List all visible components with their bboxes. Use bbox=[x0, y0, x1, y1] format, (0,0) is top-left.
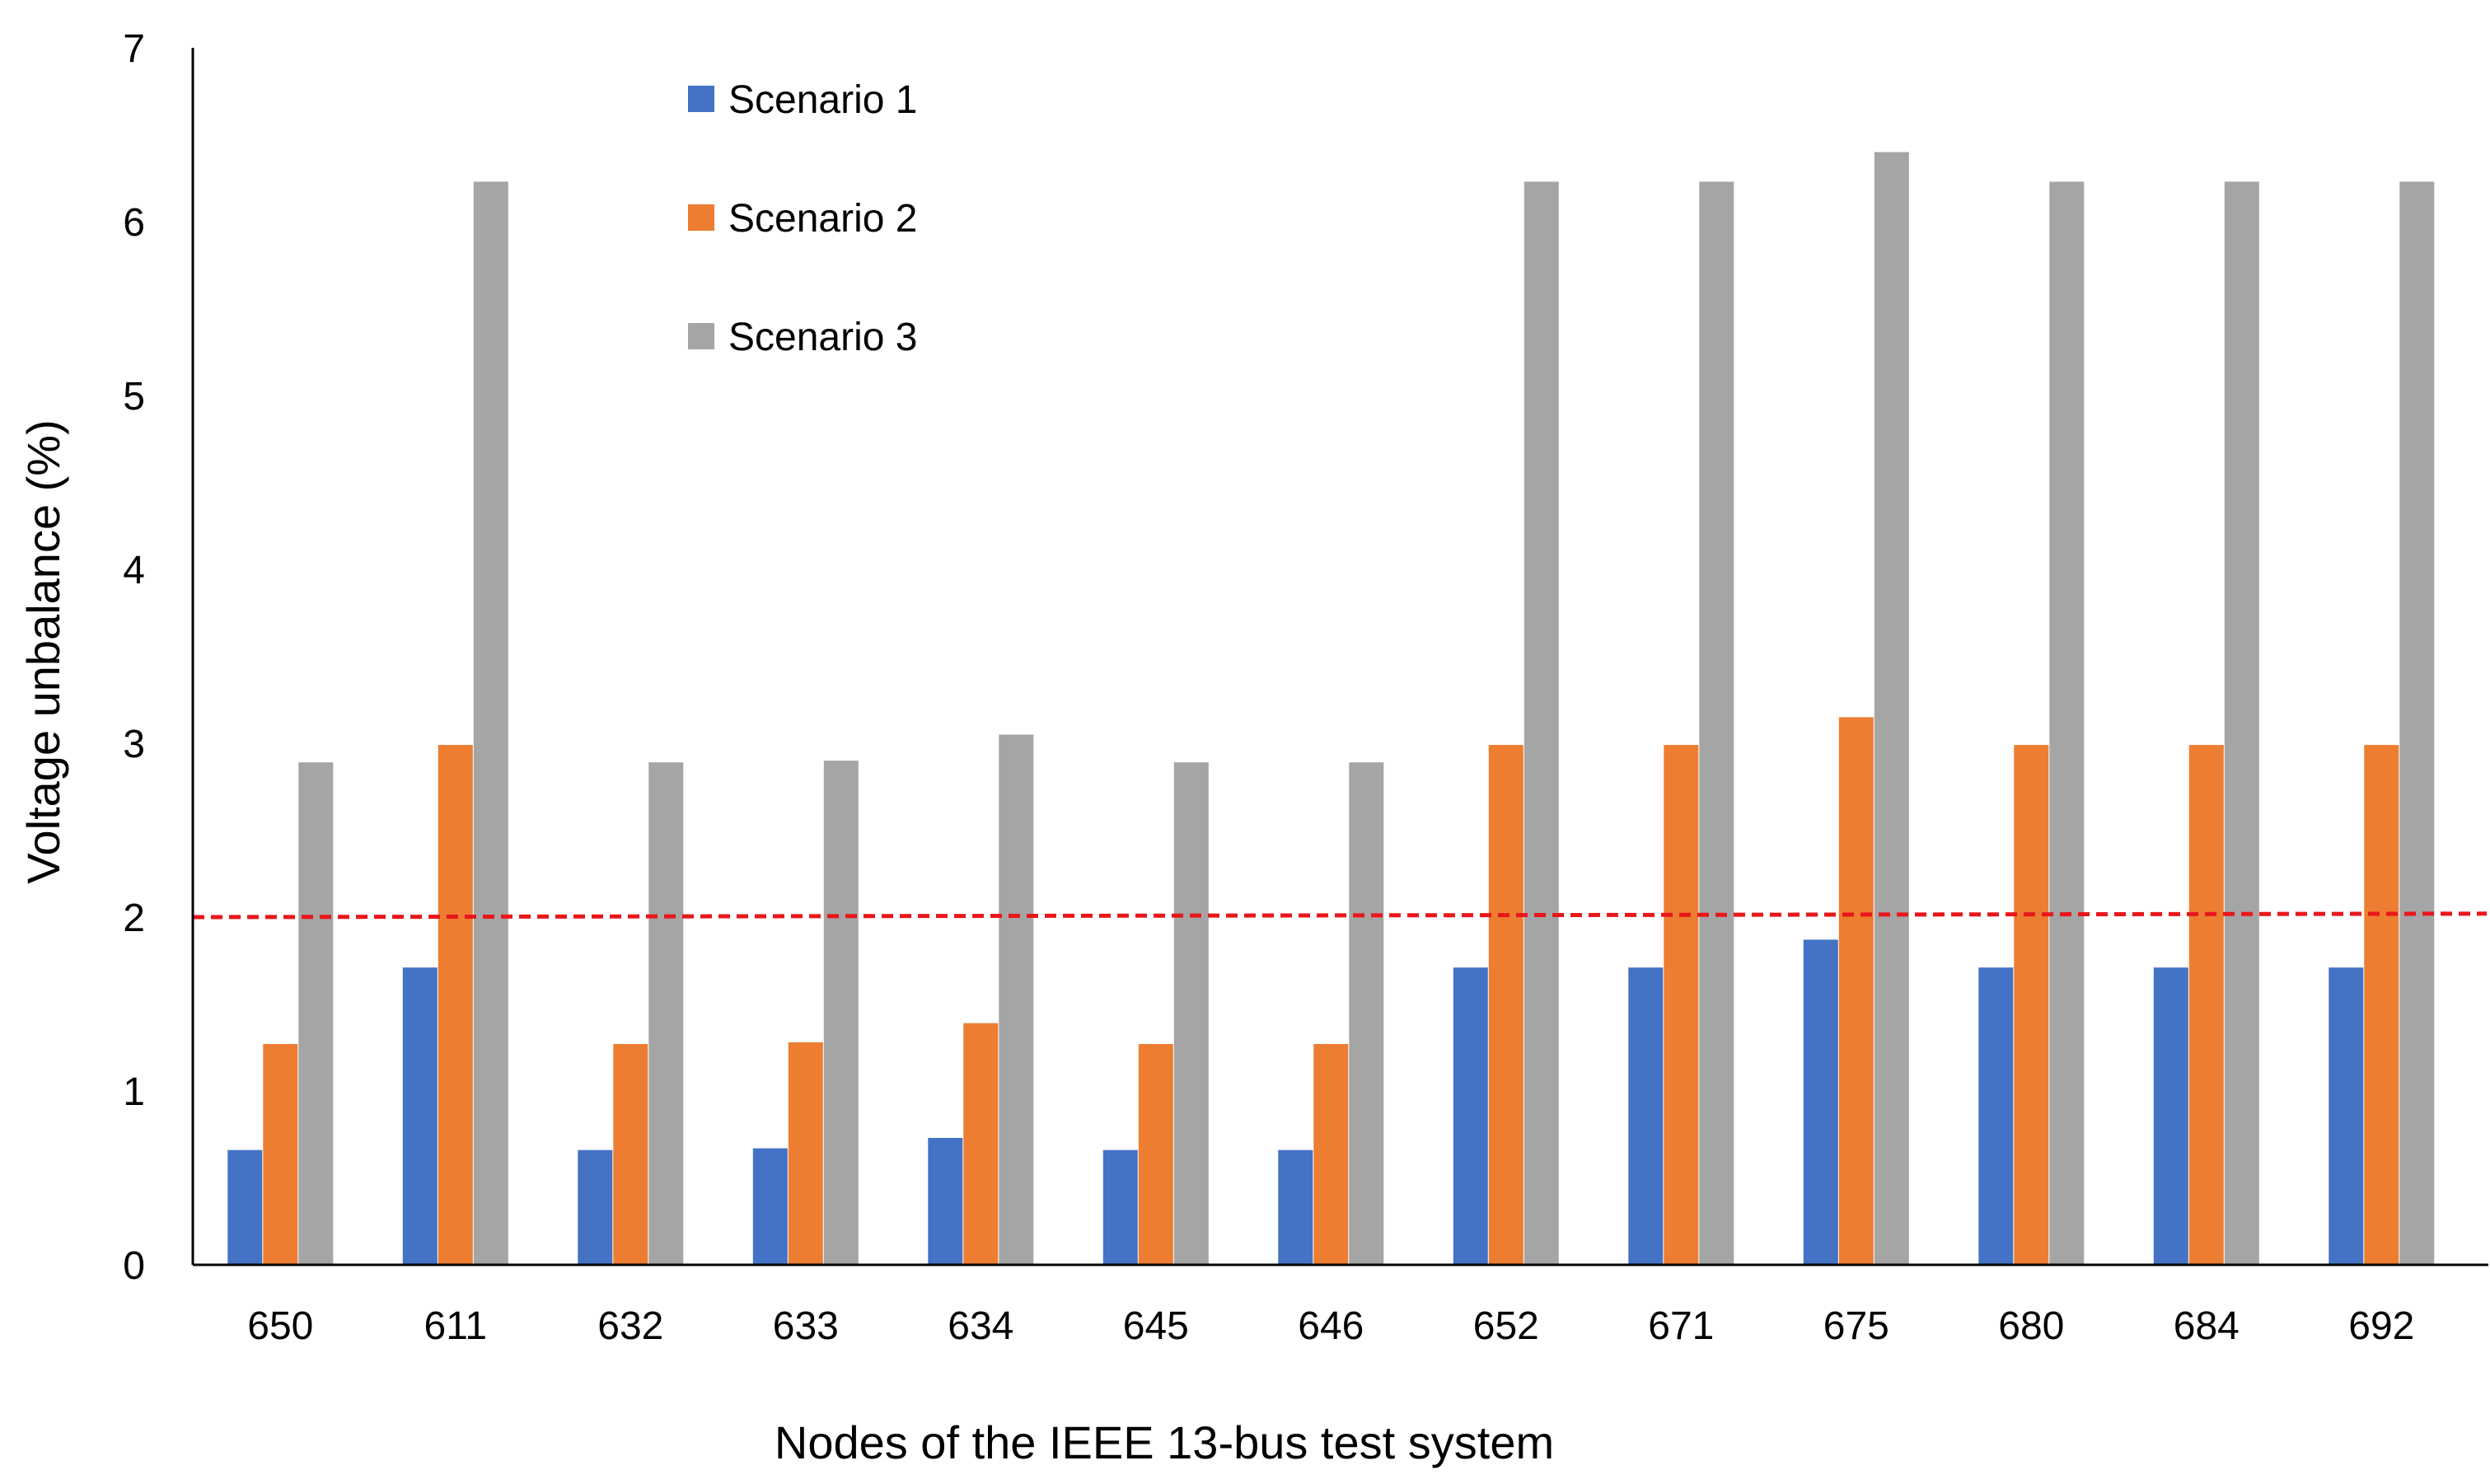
bar-scenario-1-node-692 bbox=[2329, 967, 2364, 1265]
bar-scenario-2-node-692 bbox=[2364, 745, 2399, 1265]
bar-scenario-2-node-632 bbox=[613, 1044, 648, 1265]
x-tick-label-650: 650 bbox=[247, 1304, 313, 1348]
y-tick-label: 7 bbox=[123, 27, 145, 71]
y-tick-label: 6 bbox=[123, 201, 145, 245]
x-tick-labels: 650 611 632 633 634 645 646 652 671 675 680 684 692 bbox=[247, 1304, 2414, 1348]
x-tick-label-684: 684 bbox=[2174, 1304, 2240, 1348]
bar-scenario-3-node-680 bbox=[2049, 181, 2085, 1265]
x-tick-label-646: 646 bbox=[1298, 1304, 1364, 1348]
bar-scenario-2-node-684 bbox=[2188, 745, 2224, 1265]
x-tick-label-611: 611 bbox=[424, 1304, 488, 1348]
bar-scenario-3-node-652 bbox=[1523, 181, 1559, 1265]
x-tick-label-634: 634 bbox=[948, 1304, 1013, 1348]
reference-line-layer bbox=[192, 911, 2488, 920]
bar-scenario-1-node-645 bbox=[1102, 1149, 1138, 1265]
y-tick-labels: 0 1 2 3 4 5 6 7 bbox=[123, 27, 145, 1288]
legend-swatch-scenario-1 bbox=[688, 86, 714, 112]
reference-line bbox=[192, 911, 2488, 920]
bar-scenario-2-node-645 bbox=[1138, 1044, 1173, 1265]
legend-swatch-scenario-3 bbox=[688, 323, 714, 349]
bar-scenario-3-node-692 bbox=[2399, 181, 2435, 1265]
x-tick-label-632: 632 bbox=[597, 1304, 663, 1348]
bar-scenario-1-node-671 bbox=[1628, 967, 1664, 1265]
y-tick-label: 3 bbox=[123, 723, 145, 766]
bar-scenario-2-node-634 bbox=[963, 1023, 999, 1265]
x-tick-label-645: 645 bbox=[1123, 1304, 1189, 1348]
bar-scenario-3-node-650 bbox=[298, 762, 334, 1265]
bar-scenario-3-node-632 bbox=[648, 762, 684, 1265]
bar-scenario-1-node-652 bbox=[1453, 967, 1488, 1265]
bar-scenario-1-node-650 bbox=[227, 1149, 263, 1265]
bar-scenario-2-node-680 bbox=[2014, 745, 2049, 1265]
x-tick-label-675: 675 bbox=[1823, 1304, 1889, 1348]
bar-scenario-2-node-675 bbox=[1838, 717, 1874, 1265]
x-axis-title: Nodes of the IEEE 13-bus test system bbox=[775, 1416, 1554, 1468]
bar-scenario-1-node-634 bbox=[928, 1138, 963, 1265]
bar-scenario-3-node-646 bbox=[1349, 762, 1384, 1265]
bar-scenario-1-node-684 bbox=[2153, 967, 2188, 1265]
y-tick-label: 5 bbox=[123, 375, 145, 419]
bar-scenario-3-node-645 bbox=[1173, 762, 1209, 1265]
bar-scenario-1-node-680 bbox=[1978, 967, 2014, 1265]
x-tick-label-652: 652 bbox=[1473, 1304, 1539, 1348]
bar-scenario-3-node-611 bbox=[473, 181, 508, 1265]
y-tick-label: 1 bbox=[123, 1070, 145, 1114]
legend-label-scenario-3: Scenario 3 bbox=[728, 316, 917, 359]
x-tick-label-671: 671 bbox=[1648, 1304, 1714, 1348]
y-axis-title: Voltage unbalance (%) bbox=[17, 419, 69, 884]
bar-scenario-2-node-646 bbox=[1313, 1044, 1349, 1265]
bar-scenario-3-node-675 bbox=[1874, 152, 1909, 1266]
bar-scenario-3-node-633 bbox=[823, 761, 859, 1265]
bar-scenario-1-node-646 bbox=[1278, 1149, 1313, 1265]
y-tick-label: 2 bbox=[123, 896, 145, 940]
legend-label-scenario-2: Scenario 2 bbox=[728, 197, 917, 241]
bar-scenario-2-node-633 bbox=[788, 1042, 823, 1265]
bar-scenario-2-node-611 bbox=[438, 745, 473, 1265]
bar-scenario-2-node-652 bbox=[1488, 745, 1523, 1265]
x-tick-label-633: 633 bbox=[773, 1304, 839, 1348]
legend-label-scenario-1: Scenario 1 bbox=[728, 78, 917, 122]
bars-layer bbox=[227, 152, 2435, 1266]
y-tick-label: 0 bbox=[123, 1244, 145, 1288]
legend: Scenario 1 Scenario 2 Scenario 3 bbox=[688, 78, 917, 359]
bar-scenario-1-node-633 bbox=[752, 1148, 788, 1265]
bar-scenario-3-node-634 bbox=[999, 734, 1034, 1265]
x-tick-label-692: 692 bbox=[2348, 1304, 2414, 1348]
bar-scenario-3-node-684 bbox=[2224, 181, 2259, 1265]
bar-scenario-1-node-675 bbox=[1803, 939, 1838, 1265]
bar-scenario-3-node-671 bbox=[1699, 181, 1734, 1265]
legend-swatch-scenario-2 bbox=[688, 204, 714, 231]
x-tick-label-680: 680 bbox=[1998, 1304, 2064, 1348]
axes-layer bbox=[191, 48, 2488, 1266]
y-tick-label: 4 bbox=[123, 549, 145, 592]
bar-scenario-1-node-632 bbox=[578, 1149, 613, 1265]
bar-scenario-1-node-611 bbox=[402, 967, 438, 1265]
bar-scenario-2-node-671 bbox=[1664, 745, 1699, 1265]
bar-scenario-2-node-650 bbox=[263, 1044, 298, 1265]
